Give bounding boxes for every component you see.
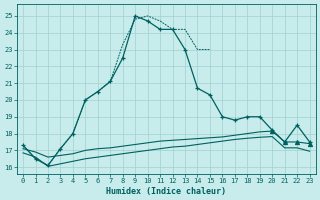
X-axis label: Humidex (Indice chaleur): Humidex (Indice chaleur) (106, 187, 226, 196)
